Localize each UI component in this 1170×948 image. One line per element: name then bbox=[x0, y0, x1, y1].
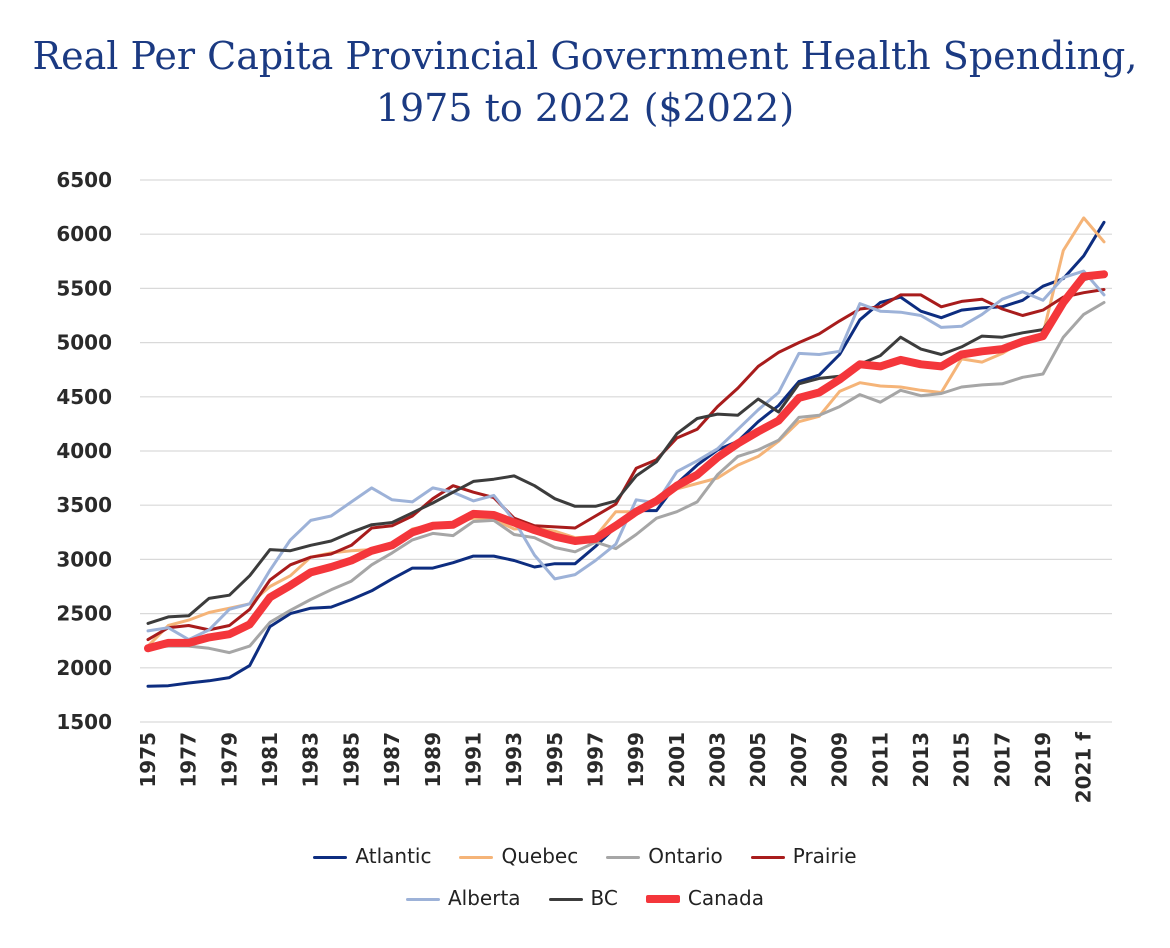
series-line-canada bbox=[144, 270, 1108, 653]
legend-label: Canada bbox=[687, 885, 764, 910]
legend-swatch bbox=[645, 895, 680, 903]
x-tick-label: 1995 bbox=[543, 732, 567, 788]
chart-title-line-1: Real Per Capita Provincial Government He… bbox=[32, 34, 1138, 78]
x-tick-label: 2005 bbox=[746, 732, 770, 788]
x-tick-label: 1991 bbox=[461, 732, 485, 788]
x-tick-label: 2017 bbox=[990, 732, 1014, 788]
x-axis-ticks: 1975 1977 1979 1981 1983 1985 1987 1989 1991 1993… bbox=[136, 732, 1096, 804]
y-tick-label: 4500 bbox=[56, 385, 112, 409]
y-tick-label: 1500 bbox=[56, 710, 112, 734]
legend-swatch bbox=[405, 897, 440, 901]
y-axis-ticks: 1500 2000 2500 3000 3500 4000 4500 5000 5500 6000… bbox=[56, 168, 112, 734]
x-tick-label: 2021 f bbox=[1072, 732, 1096, 804]
x-tick-label: 1977 bbox=[177, 732, 201, 788]
legend-label: Ontario bbox=[648, 843, 723, 868]
y-tick-label: 2500 bbox=[56, 602, 112, 626]
x-tick-label: 2019 bbox=[1031, 732, 1055, 788]
chart-title-line-2: 1975 to 2022 ($2022) bbox=[375, 86, 795, 130]
legend-swatch bbox=[606, 855, 641, 859]
x-tick-label: 1979 bbox=[217, 732, 241, 788]
y-tick-label: 3500 bbox=[56, 493, 112, 517]
x-tick-label: 1983 bbox=[299, 732, 323, 788]
x-tick-label: 2013 bbox=[909, 732, 933, 788]
x-tick-label: 1989 bbox=[421, 732, 445, 788]
legend-item-prairie: Prairie bbox=[750, 843, 857, 868]
series-line-atlantic bbox=[146, 220, 1106, 688]
series-line-bc bbox=[146, 272, 1106, 625]
series-line-quebec bbox=[146, 216, 1106, 648]
x-tick-label: 1987 bbox=[380, 732, 404, 788]
y-tick-label: 3000 bbox=[56, 547, 112, 571]
legend-label: Atlantic bbox=[355, 843, 432, 868]
legend-row-1: Atlantic Quebec Ontario Prairie bbox=[0, 842, 1170, 868]
legend-item-alberta: Alberta bbox=[405, 885, 521, 910]
series-lines bbox=[144, 216, 1108, 688]
chart-title: Real Per Capita Provincial Government He… bbox=[0, 30, 1170, 134]
legend-item-canada: Canada bbox=[645, 885, 764, 910]
y-tick-label: 6500 bbox=[56, 168, 112, 192]
y-tick-label: 5000 bbox=[56, 331, 112, 355]
x-tick-label: 2007 bbox=[787, 732, 811, 788]
x-tick-label: 2011 bbox=[868, 732, 892, 788]
x-tick-label: 1997 bbox=[583, 732, 607, 788]
legend-label: BC bbox=[590, 885, 618, 910]
legend-label: Alberta bbox=[447, 885, 521, 910]
legend-item-bc: BC bbox=[548, 885, 618, 910]
gridlines bbox=[140, 179, 1112, 723]
legend-label: Quebec bbox=[501, 843, 579, 868]
x-tick-label: 2015 bbox=[950, 732, 974, 788]
x-tick-label: 1985 bbox=[339, 732, 363, 788]
legend-item-atlantic: Atlantic bbox=[313, 844, 431, 868]
x-tick-label: 1999 bbox=[624, 732, 648, 788]
legend-item-ontario: Ontario bbox=[606, 844, 723, 868]
legend-swatch bbox=[313, 855, 348, 859]
y-tick-label: 6000 bbox=[56, 222, 112, 246]
legend-swatch bbox=[548, 897, 583, 901]
x-tick-label: 2009 bbox=[828, 732, 852, 788]
x-tick-label: 2003 bbox=[706, 732, 730, 788]
legend-swatch bbox=[750, 855, 785, 859]
x-tick-label: 2001 bbox=[665, 732, 689, 788]
y-tick-label: 2000 bbox=[56, 656, 112, 680]
series-line-ontario bbox=[146, 301, 1106, 655]
x-tick-label: 1993 bbox=[502, 732, 526, 788]
x-tick-label: 1981 bbox=[258, 732, 282, 788]
y-tick-label: 4000 bbox=[56, 439, 112, 463]
x-tick-label: 1975 bbox=[136, 732, 160, 788]
legend-row-2: Alberta BC Canada bbox=[0, 884, 1170, 910]
legend-swatch bbox=[459, 855, 494, 859]
legend-item-quebec: Quebec bbox=[459, 844, 578, 868]
legend-label: Prairie bbox=[792, 843, 857, 868]
y-tick-label: 5500 bbox=[56, 276, 112, 300]
